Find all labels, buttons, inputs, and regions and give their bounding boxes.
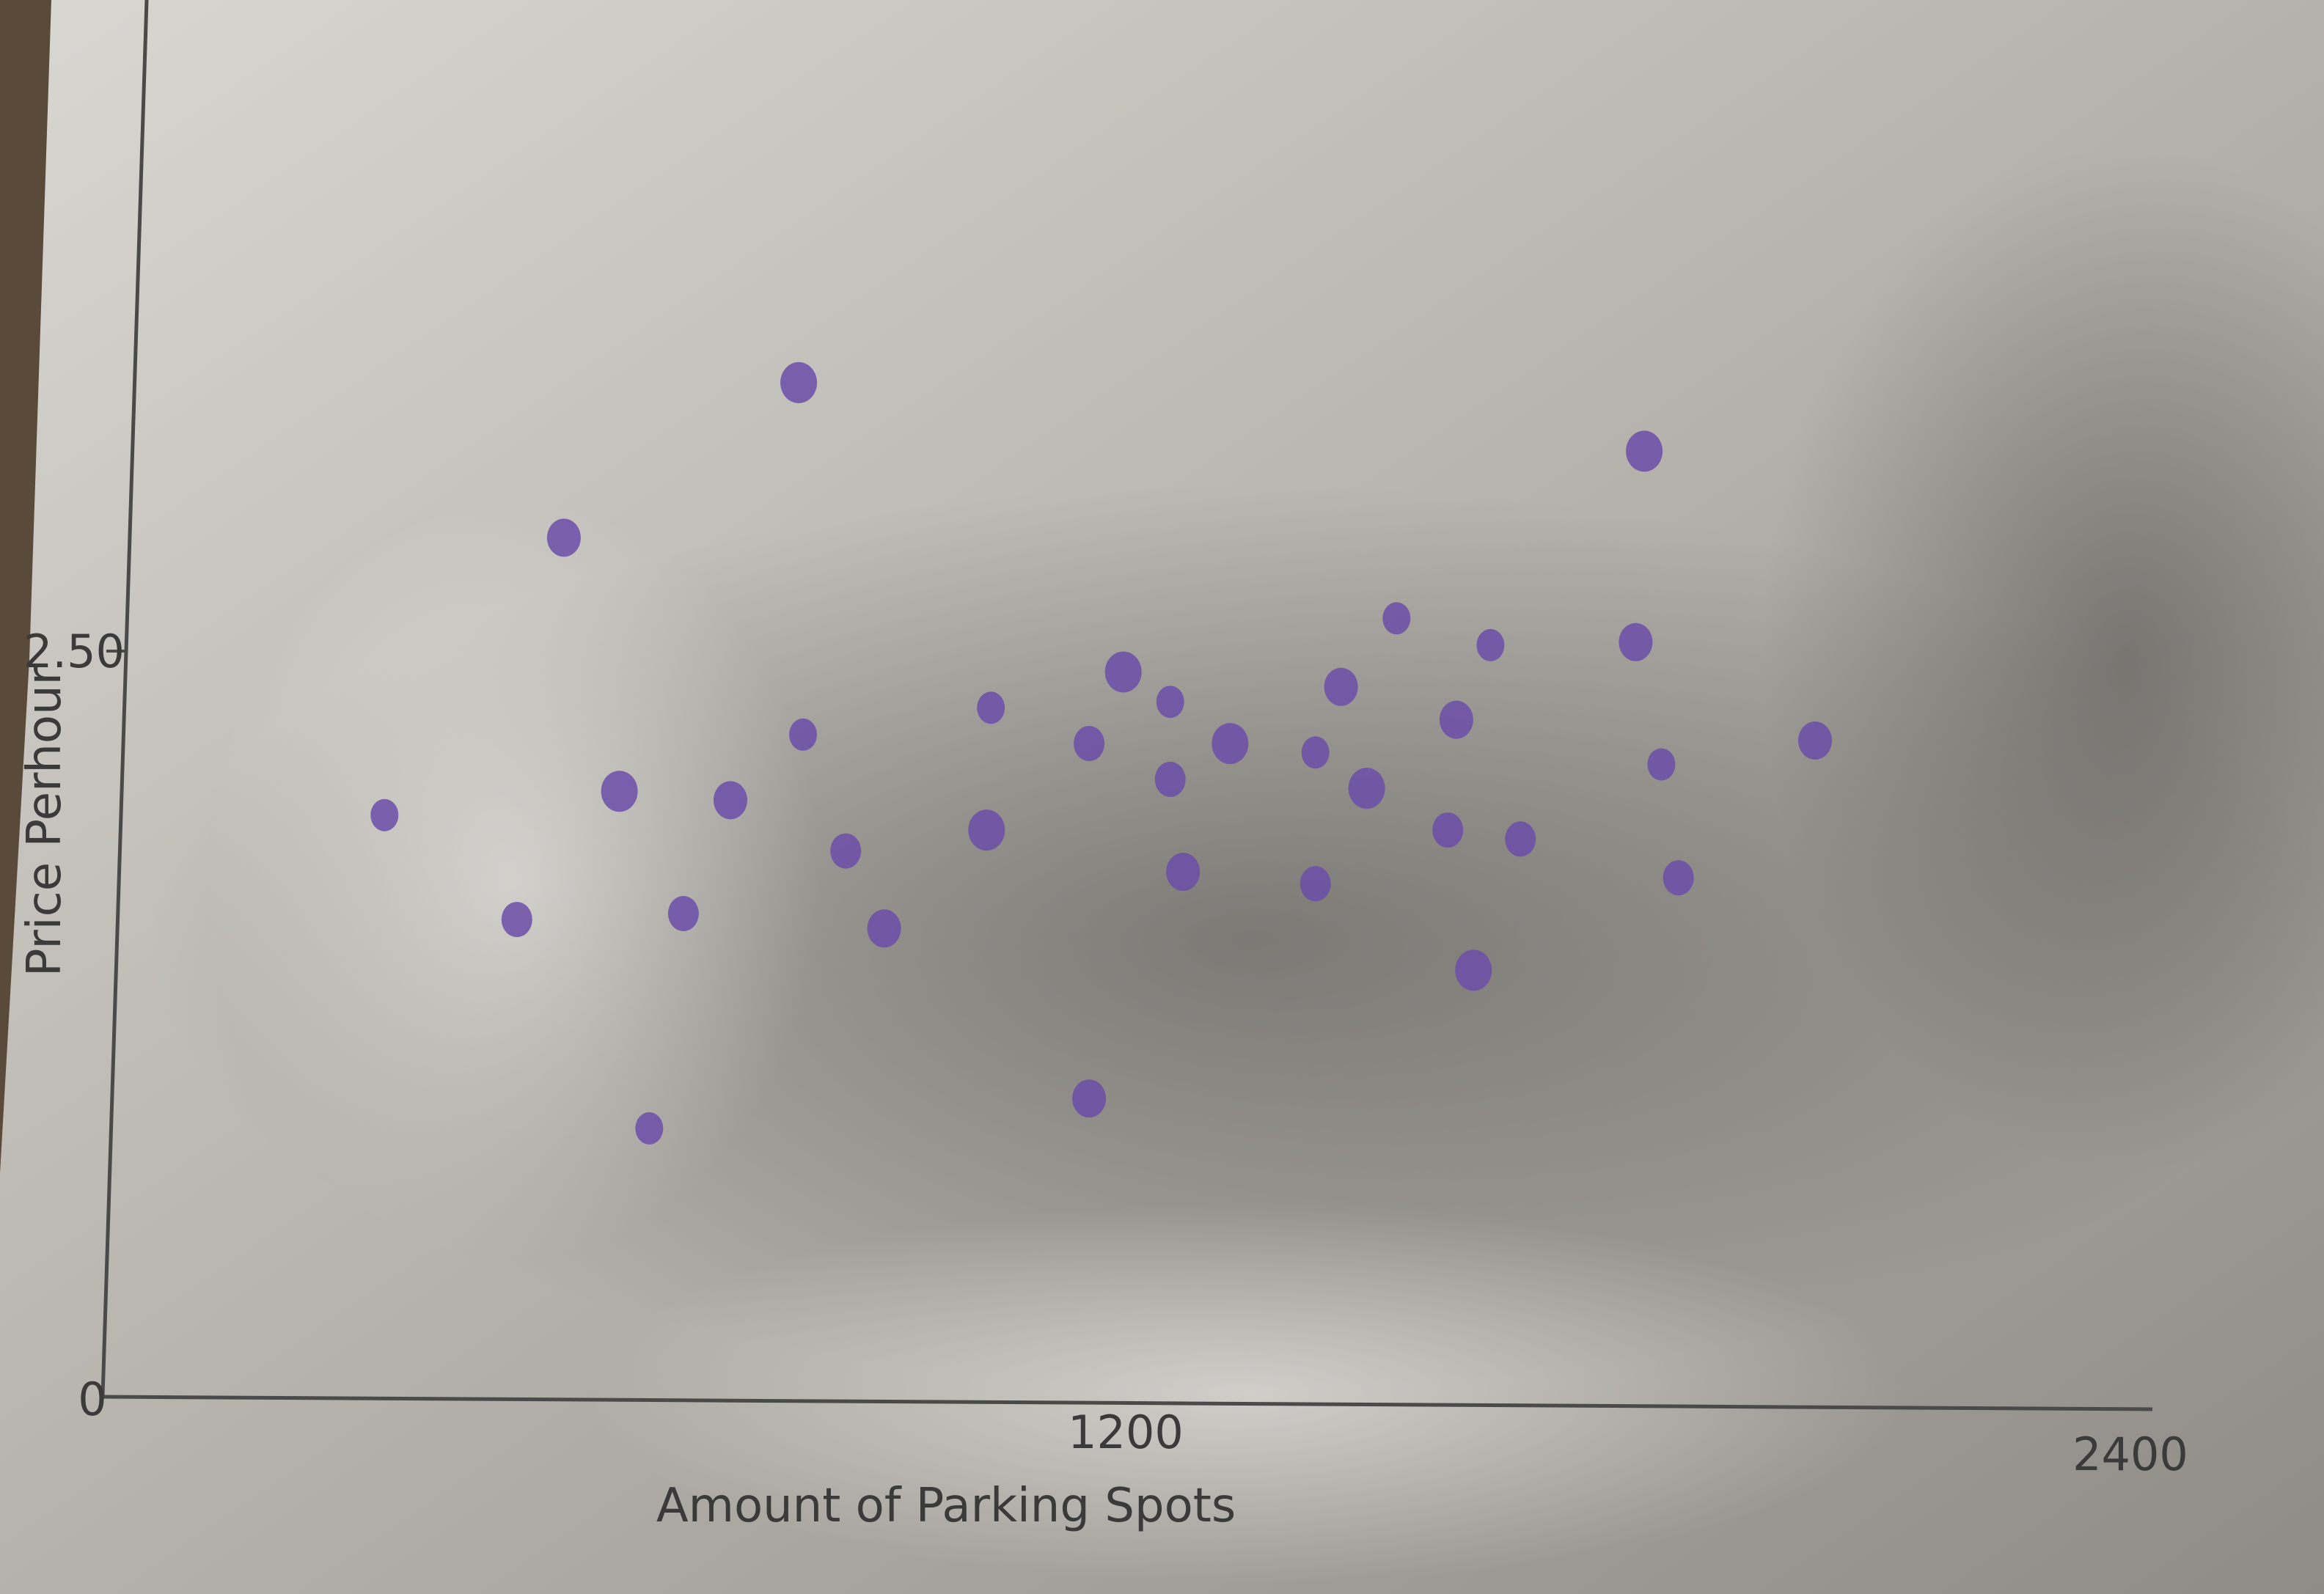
scatter-point — [1072, 1079, 1107, 1118]
scatter-point — [1156, 686, 1184, 719]
x-axis-title: Amount of Parking Spots — [656, 1479, 1236, 1533]
scatter-point — [1505, 821, 1536, 857]
scatter-point — [1212, 723, 1249, 765]
scatter-point — [968, 809, 1005, 851]
scatter-points — [370, 361, 1832, 1145]
scatter-point — [1626, 430, 1663, 472]
scatter-point — [1663, 860, 1694, 896]
scatter-point — [867, 909, 901, 948]
scatter-point — [977, 691, 1005, 724]
scatter-point — [1455, 950, 1492, 991]
x-tick-label-0: 0 — [78, 1373, 106, 1426]
scatter-point — [1104, 651, 1142, 693]
scatter-point — [667, 896, 699, 931]
scatter-point — [1301, 736, 1330, 769]
scatter-point — [1647, 748, 1676, 781]
scatter-point — [1432, 812, 1464, 848]
scatter-point — [780, 361, 818, 403]
paper-shadow — [1760, 147, 2324, 1173]
scatter-point — [1798, 721, 1832, 760]
scatter-point — [1074, 726, 1105, 762]
x-tick-label-1200: 1200 — [1068, 1406, 1184, 1459]
scatter-point — [370, 798, 399, 831]
x-axis-line — [102, 1395, 2153, 1411]
scatter-point — [1476, 628, 1505, 661]
scatter-point — [1382, 602, 1411, 635]
scatter-point — [714, 781, 747, 820]
scatter-point — [830, 833, 862, 869]
scatter-point — [635, 1112, 664, 1145]
x-tick-label-2400: 2400 — [2072, 1428, 2188, 1481]
y-axis-line — [100, 0, 149, 1397]
scatter-point — [501, 902, 532, 938]
scatter-point — [546, 518, 581, 557]
scatter-point — [1619, 622, 1653, 661]
y-tick-label-2.50: 2.50 — [23, 625, 125, 678]
scatter-point — [1348, 768, 1385, 809]
scatter-point — [1439, 700, 1473, 739]
scatter-point — [1324, 667, 1358, 706]
paper-highlight — [205, 499, 821, 1261]
scatter-point — [1166, 853, 1201, 891]
paper-highlight — [587, 1202, 1907, 1584]
scatter-point — [1300, 866, 1331, 902]
scatter-point — [789, 718, 817, 751]
scatter-point — [601, 771, 638, 812]
y-axis-title: Price Perhour — [18, 665, 72, 977]
scatter-point — [1154, 761, 1186, 797]
